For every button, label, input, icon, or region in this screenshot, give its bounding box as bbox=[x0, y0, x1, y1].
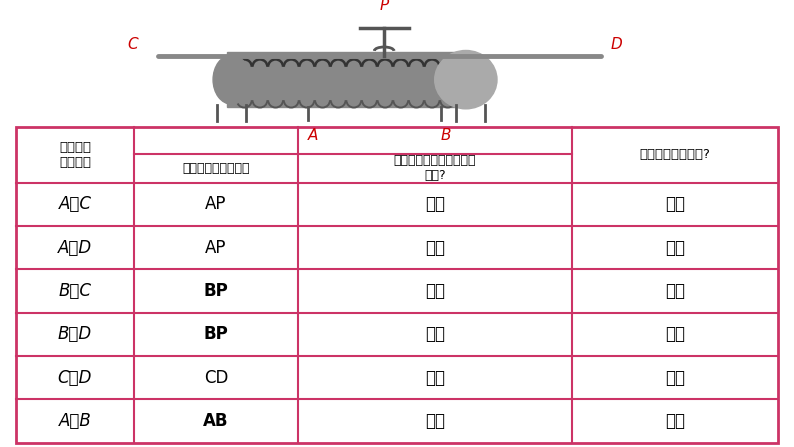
Text: C、D: C、D bbox=[58, 368, 92, 387]
Bar bbox=[226, 52, 456, 107]
Text: B、D: B、D bbox=[58, 325, 92, 343]
Text: 变长: 变长 bbox=[425, 325, 445, 343]
Text: A、D: A、D bbox=[58, 239, 92, 257]
Text: 滑片向左滑，有效长度如
何变?: 滑片向左滑，有效长度如 何变? bbox=[394, 154, 476, 182]
Text: A: A bbox=[307, 128, 318, 143]
Text: 不变: 不变 bbox=[425, 412, 445, 430]
Text: 连入电路
的接线柱: 连入电路 的接线柱 bbox=[59, 141, 91, 169]
Text: 变大: 变大 bbox=[665, 325, 685, 343]
Text: 变长: 变长 bbox=[425, 282, 445, 300]
Text: AB: AB bbox=[203, 412, 229, 430]
Text: AP: AP bbox=[205, 195, 227, 213]
Text: P: P bbox=[380, 0, 389, 13]
Text: 不变: 不变 bbox=[425, 368, 445, 387]
Text: 变小: 变小 bbox=[665, 239, 685, 257]
Text: 变小: 变小 bbox=[665, 195, 685, 213]
Text: AP: AP bbox=[205, 239, 227, 257]
Text: B、C: B、C bbox=[59, 282, 91, 300]
Ellipse shape bbox=[435, 51, 497, 109]
Text: B: B bbox=[441, 128, 451, 143]
Text: 变短: 变短 bbox=[425, 239, 445, 257]
Text: A、C: A、C bbox=[59, 195, 91, 213]
Text: 不变: 不变 bbox=[665, 412, 685, 430]
Ellipse shape bbox=[434, 52, 486, 107]
Text: A、B: A、B bbox=[59, 412, 91, 430]
Text: CD: CD bbox=[204, 368, 228, 387]
Text: 电阻大小如何变化?: 电阻大小如何变化? bbox=[640, 148, 711, 161]
Text: D: D bbox=[611, 37, 622, 52]
Text: 变短: 变短 bbox=[425, 195, 445, 213]
Ellipse shape bbox=[213, 55, 250, 104]
Text: 不变: 不变 bbox=[665, 368, 685, 387]
Text: C: C bbox=[127, 37, 138, 52]
Text: BP: BP bbox=[203, 325, 229, 343]
Text: 变大: 变大 bbox=[665, 282, 685, 300]
Text: 接入电路的有效阻值: 接入电路的有效阻值 bbox=[182, 162, 250, 175]
Text: BP: BP bbox=[203, 282, 229, 300]
